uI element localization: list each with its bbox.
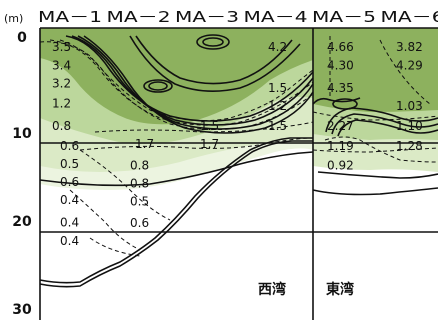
value-label: 0.8 [52, 119, 71, 133]
value-label: 1.7 [135, 137, 154, 151]
value-label: 0.6 [60, 175, 79, 189]
value-label: 3.2 [52, 77, 71, 91]
value-label: 0.6 [60, 139, 79, 153]
basin-label-west: 西湾 [258, 281, 286, 298]
value-label: 0.92 [327, 159, 354, 173]
value-label: 4.29 [396, 59, 423, 73]
value-label: 1.19 [327, 139, 354, 153]
value-label: 1.7 [200, 137, 219, 151]
value-label: 1.10 [396, 119, 423, 133]
value-label: 4.66 [327, 40, 354, 54]
depth-tick-label: 10 [12, 126, 32, 142]
basin-label-east: 東湾 [326, 281, 354, 298]
value-label: 3.5 [52, 40, 71, 54]
value-label: 0.5 [130, 195, 149, 209]
value-label: 1.5 [268, 81, 287, 95]
station-label: MA－4 [244, 8, 308, 26]
value-label: 0.5 [60, 157, 79, 171]
value-label: 3.82 [396, 40, 423, 54]
station-label: MA－2 [107, 8, 171, 26]
value-label: 2.27 [327, 119, 354, 133]
station-label: MA－3 [175, 8, 239, 26]
value-label: 1.2 [52, 97, 71, 111]
value-label: 3.4 [52, 59, 71, 73]
station-label: MA－5 [312, 8, 376, 26]
value-label: 4.30 [327, 59, 354, 73]
value-label: 0.8 [130, 159, 149, 173]
value-label: 1.28 [396, 139, 423, 153]
value-label: 1.03 [396, 99, 423, 113]
station-label: MA－6 [381, 8, 438, 26]
value-label: 1.5 [268, 119, 287, 133]
depth-unit-label: (m) [4, 12, 23, 25]
seabed-line-east [313, 188, 438, 195]
depth-tick-label: 20 [12, 214, 32, 230]
depth-tick-label: 0 [17, 30, 27, 46]
value-label: 0.8 [130, 177, 149, 191]
value-label: 1.2 [268, 99, 287, 113]
value-label: 0.4 [60, 215, 79, 229]
value-label: 0.6 [130, 216, 149, 230]
station-label: MA－1 [38, 8, 102, 26]
value-label: 1.5 [200, 119, 219, 133]
contour-band [318, 172, 438, 178]
value-label: 4.2 [268, 40, 287, 54]
station-labels: MA－1 MA－2MA－3 MA－4MA－5 MA－6 [38, 8, 438, 26]
value-label: 0.4 [60, 234, 79, 248]
value-label: 0.4 [60, 193, 79, 207]
depth-labels: 0 10 20 30 [12, 30, 32, 318]
depth-tick-label: 30 [12, 302, 32, 318]
value-label: 4.35 [327, 81, 354, 95]
